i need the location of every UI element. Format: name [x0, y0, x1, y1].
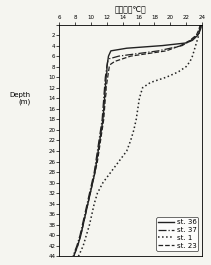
Y-axis label: Depth
(m): Depth (m): [10, 92, 31, 105]
Legend: st. 36, st. 37, st. 1, st. 23: st. 36, st. 37, st. 1, st. 23: [156, 217, 199, 251]
X-axis label: 水　温（℃）: 水 温（℃）: [115, 6, 147, 15]
